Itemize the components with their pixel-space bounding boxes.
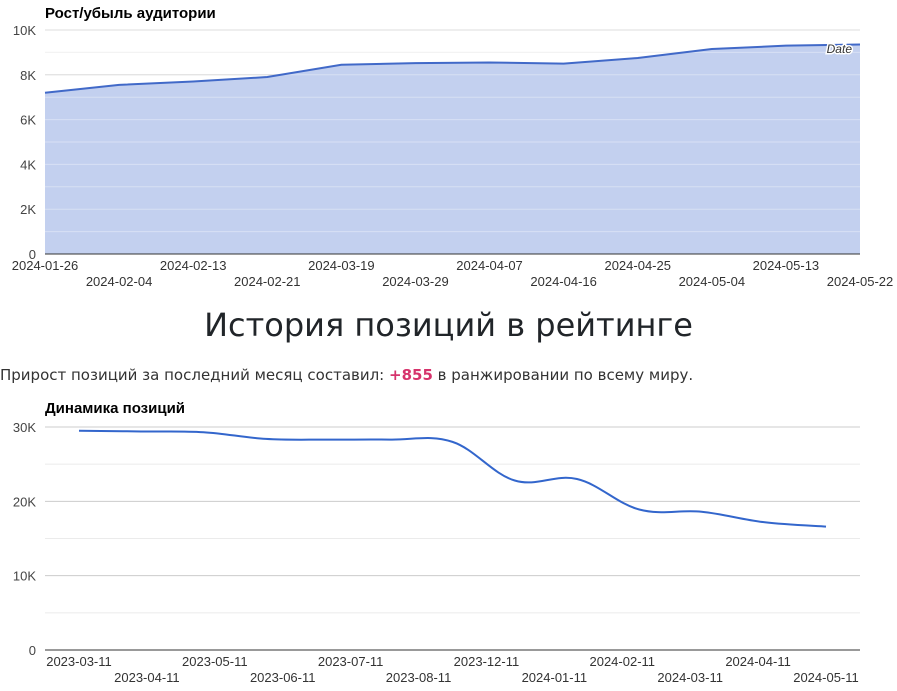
x-tick-label: 2024-05-22: [827, 274, 894, 289]
growth-prefix: Прирост позиций за последний месяц соста…: [0, 366, 390, 384]
x-tick-label: 2023-03-11: [46, 654, 112, 669]
x-tick-label: 2024-04-16: [530, 274, 597, 289]
y-tick-label: 10K: [13, 569, 36, 584]
y-tick-label: 4K: [20, 157, 36, 172]
x-tick-label: 2024-05-11: [793, 670, 859, 685]
series-line: [44, 43, 861, 94]
x-tick-label: 2024-01-11: [522, 670, 588, 685]
y-tick-label: 2K: [20, 202, 36, 217]
growth-suffix: в ранжировании по всему миру.: [432, 366, 694, 384]
positions-chart-y-axis: 0 10K 20K 30K: [13, 420, 36, 658]
y-tick-label: 6K: [20, 113, 36, 128]
audience-chart: Рост/убыль аудитории 0 2K 4K 6K 8K 10K 2024-0…: [12, 5, 894, 289]
x-tick-label: 2023-12-11: [454, 654, 520, 669]
x-tick-label: 2024-03-29: [382, 274, 449, 289]
audience-chart-title: Рост/убыль аудитории: [45, 5, 216, 22]
area-fill: [45, 44, 860, 255]
positions-chart-x-axis: 2023-03-11 2023-05-11 2023-07-11 2023-12-11…: [46, 654, 859, 685]
x-tick-label: 2024-04-11: [725, 654, 791, 669]
series-line: [78, 429, 827, 528]
x-tick-label: 2024-02-11: [589, 654, 655, 669]
y-tick-label: 10K: [13, 23, 36, 38]
section-title: История позиций в рейтинге: [204, 306, 693, 344]
x-tick-label: 2023-04-11: [114, 670, 180, 685]
x-tick-label: 2024-02-13: [160, 258, 227, 273]
x-tick-label: 2024-04-25: [604, 258, 671, 273]
y-tick-label: 0: [29, 643, 36, 658]
y-tick-label: 8K: [20, 68, 36, 83]
x-tick-label: 2024-03-19: [308, 258, 375, 273]
x-tick-label: 2024-05-13: [753, 258, 820, 273]
x-tick-label: 2023-08-11: [386, 670, 452, 685]
positions-chart-title: Динамика позиций: [45, 400, 185, 417]
x-tick-label: 2024-02-04: [86, 274, 153, 289]
y-tick-label: 30K: [13, 420, 36, 435]
audience-chart-area-layer: [44, 29, 861, 255]
x-tick-label: 2024-05-04: [679, 274, 746, 289]
positions-chart-grid: [45, 426, 860, 614]
x-tick-label: 2023-05-11: [182, 654, 248, 669]
growth-summary: Прирост позиций за последний месяц соста…: [0, 366, 693, 384]
x-tick-label: 2024-03-11: [657, 670, 723, 685]
y-tick-label: 0: [29, 247, 36, 262]
x-tick-label: 2023-07-11: [318, 654, 384, 669]
positions-chart-line-layer: [45, 429, 860, 651]
y-tick-label: 20K: [13, 494, 36, 509]
audience-chart-annotation: Date: [827, 42, 853, 56]
audience-chart-x-axis: 2024-01-26 2024-02-13 2024-03-19 2024-04-07…: [12, 258, 894, 289]
growth-value: +855: [389, 366, 433, 384]
x-tick-label: 2024-02-21: [234, 274, 301, 289]
x-tick-label: 2023-06-11: [250, 670, 316, 685]
x-tick-label: 2024-01-26: [12, 258, 79, 273]
x-tick-label: 2024-04-07: [456, 258, 523, 273]
audience-chart-y-axis: 0 2K 4K 6K 8K 10K: [13, 23, 36, 262]
